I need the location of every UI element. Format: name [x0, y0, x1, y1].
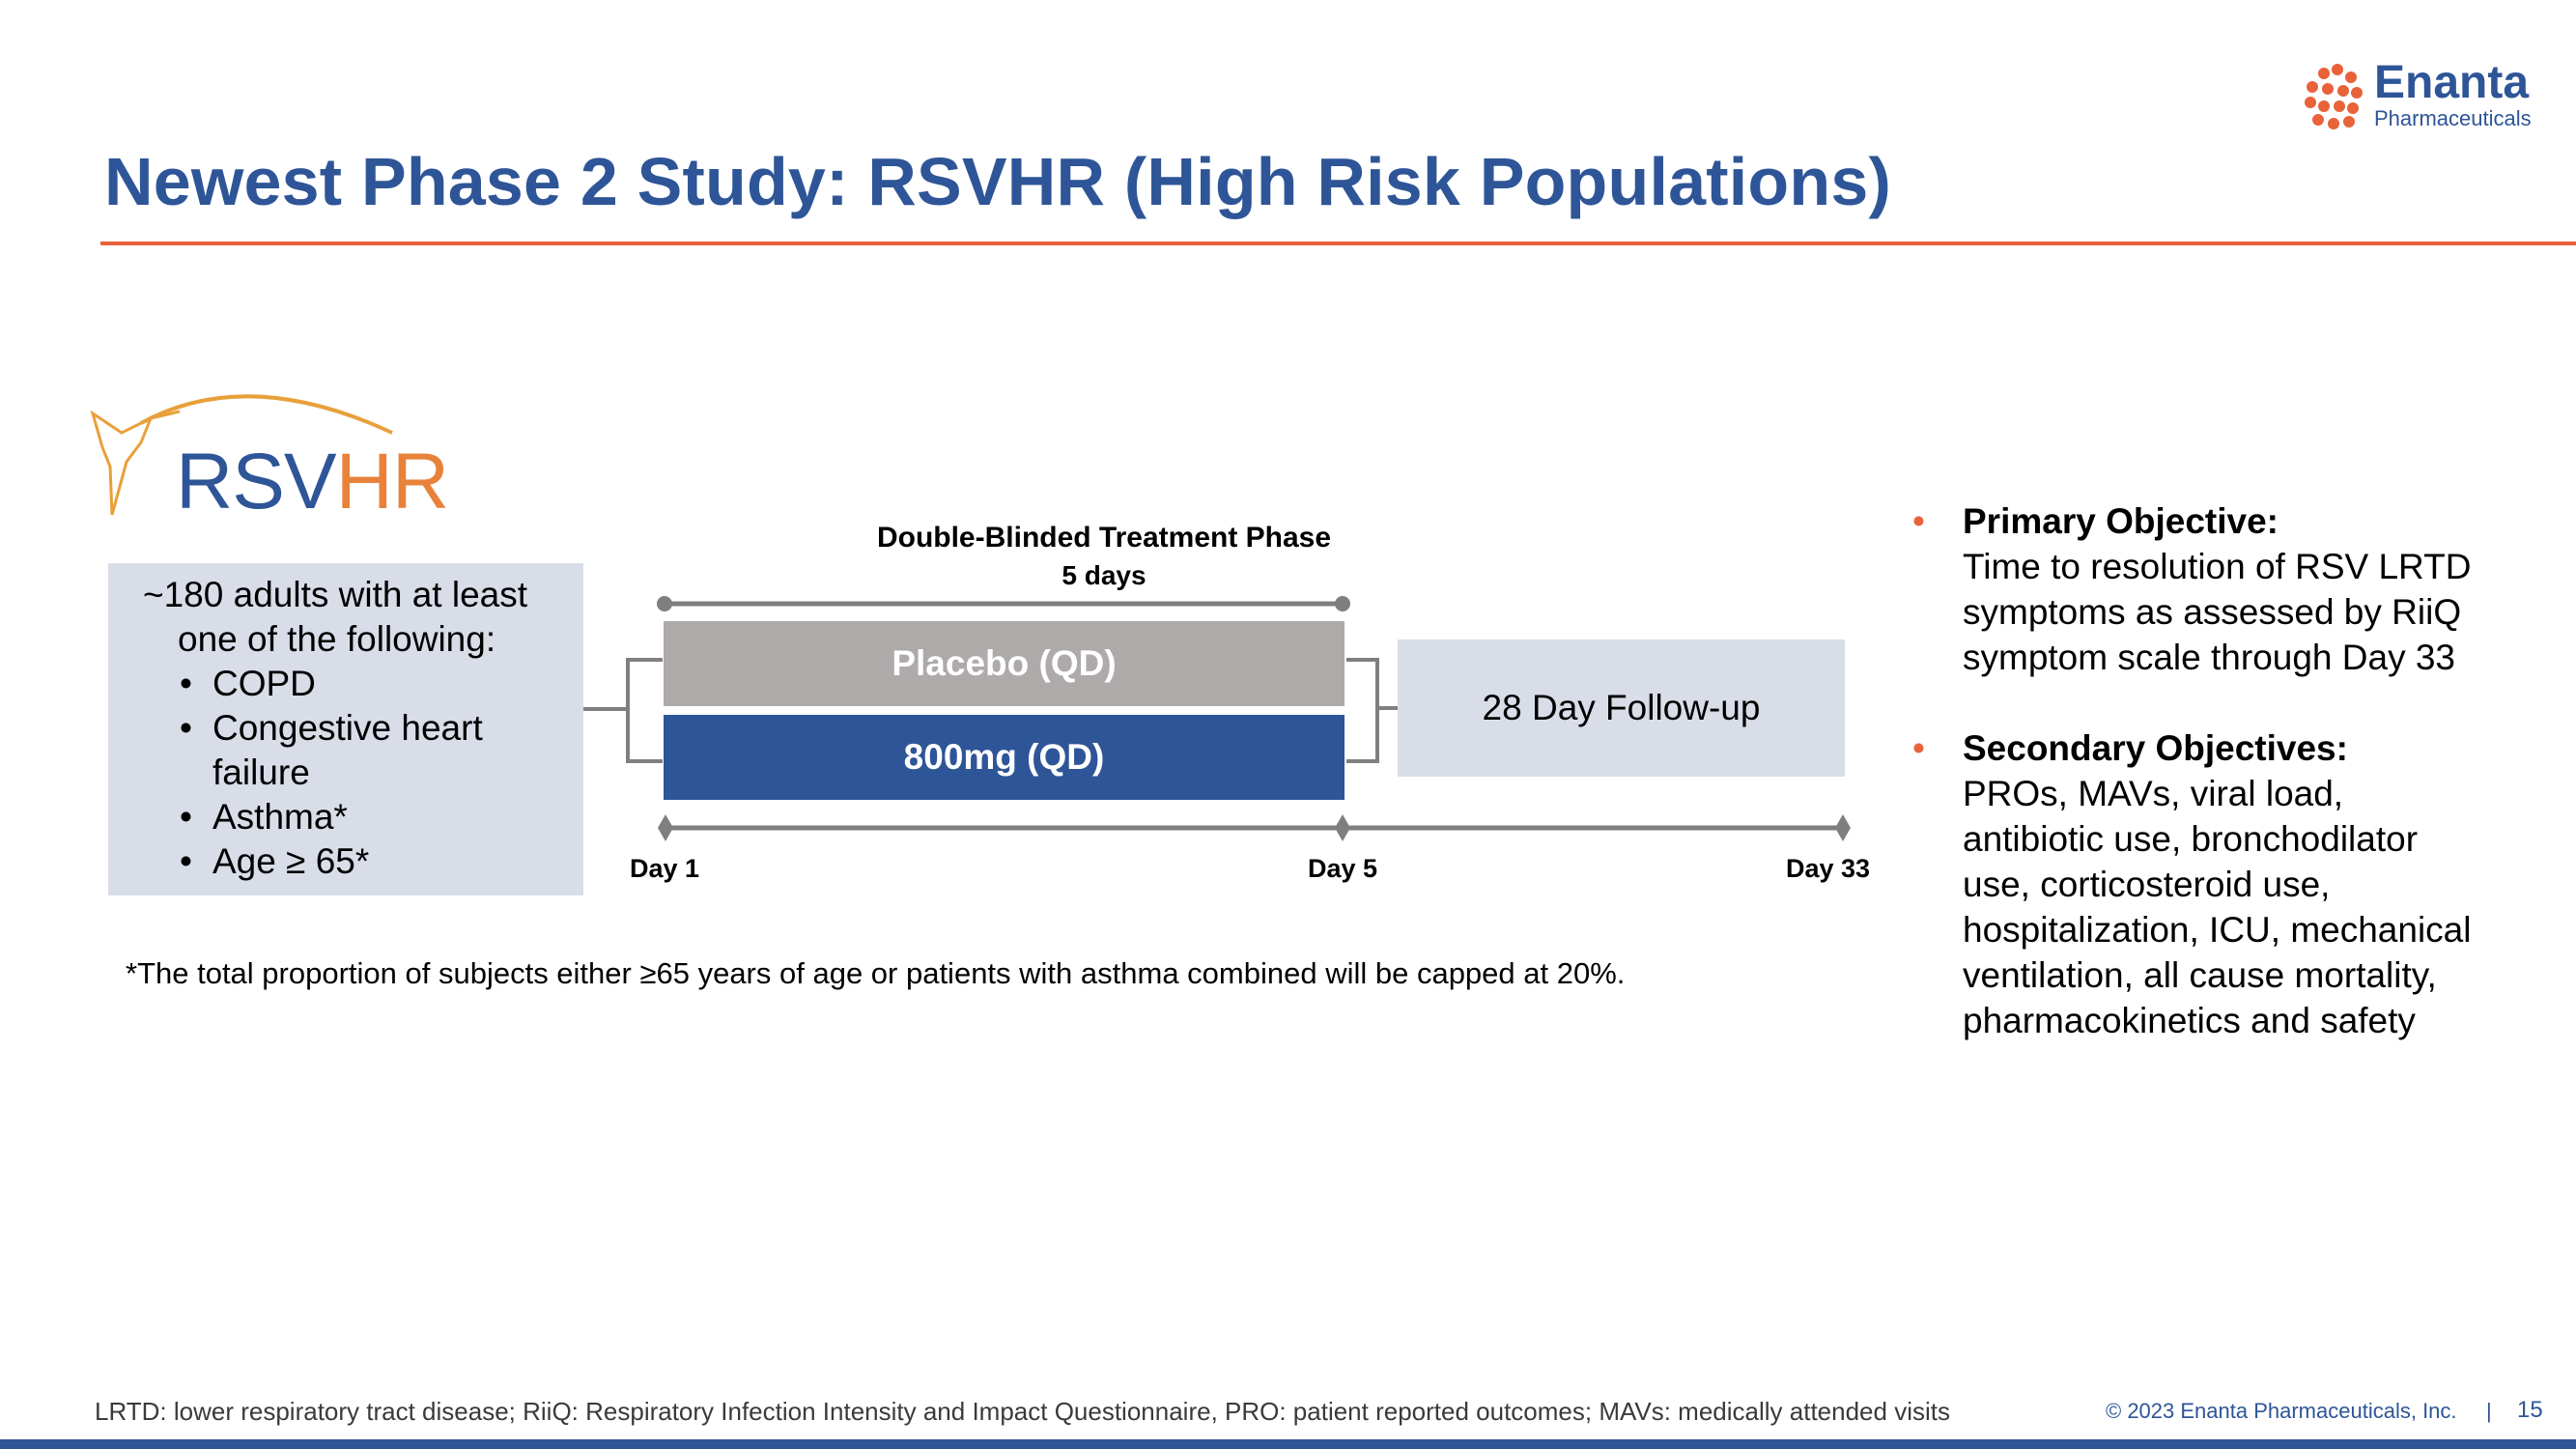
objective-line: Time to resolution of RSV LRTD [1963, 547, 2472, 586]
study-wordmark-suffix: HR [335, 438, 449, 526]
hummingbird-icon [90, 394, 393, 516]
followup-box: 28 Day Follow-up [1398, 639, 1845, 777]
placebo-arm: Placebo (QD) [664, 621, 1345, 706]
objective-line: hospitalization, ICU, mechanical [1963, 910, 2472, 950]
criteria-item: Age ≥ 65* [143, 839, 568, 884]
phase-end-marker [1335, 596, 1350, 611]
slide-title: Newest Phase 2 Study: RSVHR (High Risk P… [104, 144, 1891, 219]
phase-duration: 5 days [1062, 560, 1146, 590]
objective-line: antibiotic use, bronchodilator [1963, 819, 2419, 859]
phase-start-marker [657, 596, 672, 611]
population-criteria-list: COPD Congestive heart failure Asthma* Ag… [143, 662, 568, 884]
population-text: ~180 adults with at least one of the fol… [143, 573, 568, 884]
abbreviation-definitions: LRTD: lower respiratory tract disease; R… [95, 1397, 1950, 1426]
footnote: *The total proportion of subjects either… [126, 956, 1626, 990]
timeline-marker-day-5 [1335, 814, 1350, 841]
enanta-molecule-icon [2305, 64, 2363, 129]
objective-line: symptom scale through Day 33 [1963, 638, 2456, 677]
company-logo-subtitle: Pharmaceuticals [2374, 106, 2532, 130]
dose-arm-label: 800mg (QD) [903, 737, 1105, 777]
population-line-2: one of the following: [178, 619, 496, 659]
primary-objective: • Primary Objective: Time to resolution … [1912, 498, 2531, 680]
timeline-marker-day-33 [1835, 814, 1851, 841]
objective-heading: Secondary Objectives: [1963, 728, 2348, 768]
followup-label: 28 Day Follow-up [1482, 688, 1761, 727]
copyright: © 2023 Enanta Pharmaceuticals, Inc. [2106, 1399, 2457, 1423]
objective-line: PROs, MAVs, viral load, [1963, 774, 2344, 813]
footer-separator: | [2486, 1399, 2492, 1423]
day-label-1: Day 1 [630, 854, 700, 883]
title-divider [100, 242, 2576, 245]
study-wordmark: RSVHR [176, 437, 449, 527]
criteria-item-continuation: failure [212, 753, 310, 792]
objective-line: use, corticosteroid use, [1963, 865, 2331, 904]
secondary-objectives: • Secondary Objectives: PROs, MAVs, vira… [1912, 725, 2531, 1043]
objective-line: symptoms as assessed by RiiQ [1963, 592, 2462, 632]
bottom-band [0, 1439, 2576, 1449]
criteria-item: Asthma* [143, 795, 568, 839]
day-label-5: Day 5 [1308, 854, 1378, 883]
bullet-icon: • [1912, 728, 1925, 768]
timeline-marker-day-1 [658, 814, 673, 841]
objective-line: pharmacokinetics and safety [1963, 1001, 2416, 1040]
day-label-33: Day 33 [1786, 854, 1871, 883]
criteria-item: COPD [143, 662, 568, 706]
placebo-arm-label: Placebo (QD) [892, 643, 1117, 683]
objective-heading: Primary Objective: [1963, 501, 2279, 541]
objectives-list: • Primary Objective: Time to resolution … [1912, 498, 2531, 1043]
phase-title: Double-Blinded Treatment Phase [876, 522, 1332, 554]
criteria-item: Congestive heart [143, 706, 568, 751]
objective-line: ventilation, all cause mortality, [1963, 955, 2437, 995]
population-line-1: ~180 adults with at least [143, 575, 528, 614]
page-number: 15 [2517, 1397, 2543, 1423]
dose-arm: 800mg (QD) [664, 715, 1345, 800]
bullet-icon: • [1912, 501, 1925, 541]
company-logo-name: Enanta [2374, 57, 2530, 108]
study-wordmark-prefix: RSV [176, 438, 337, 526]
